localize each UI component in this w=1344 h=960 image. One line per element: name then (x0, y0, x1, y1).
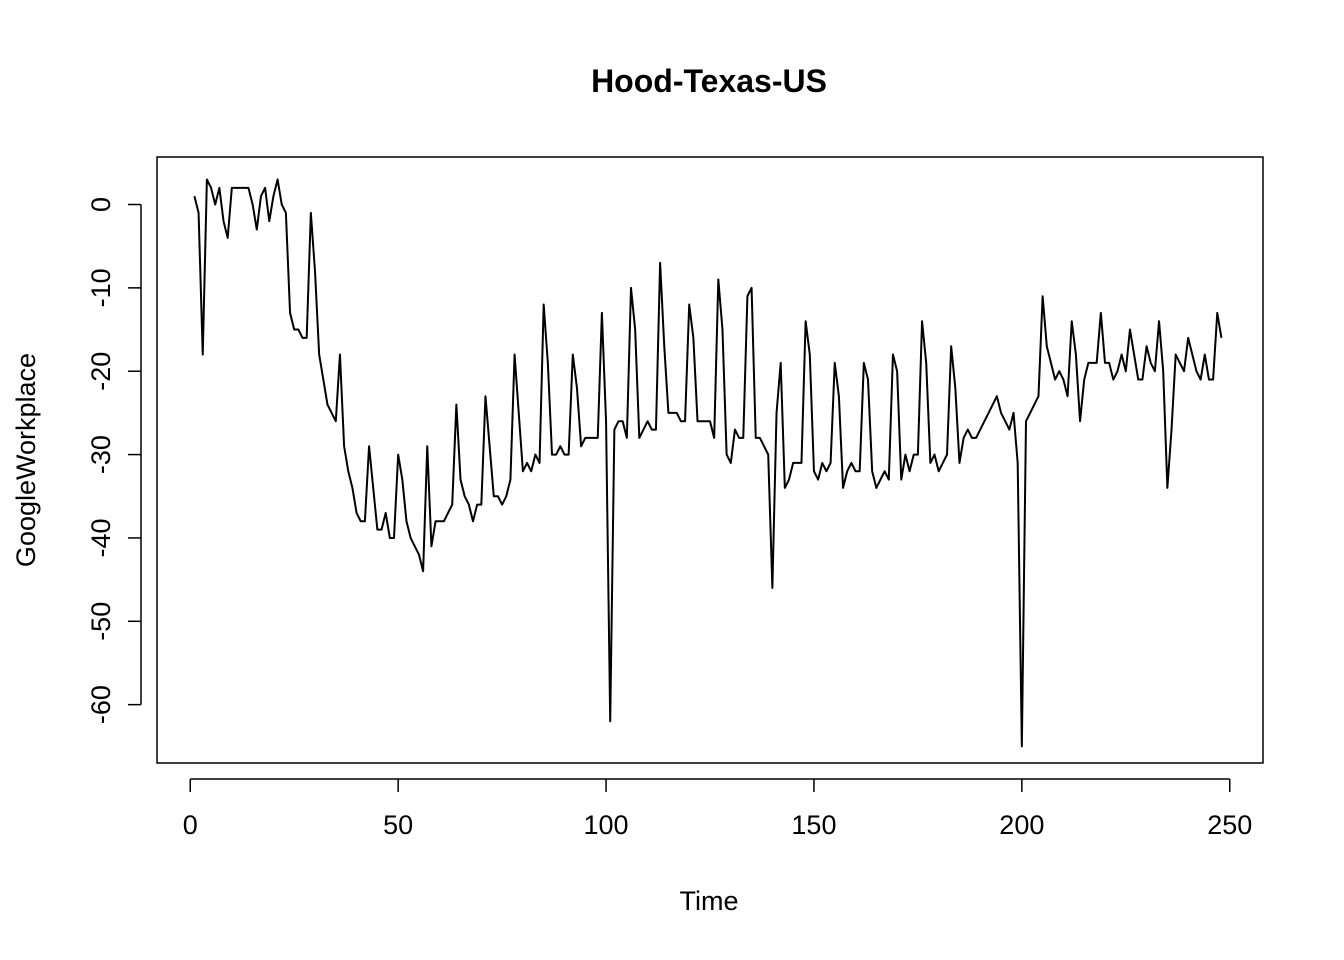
x-tick-label: 100 (584, 810, 629, 840)
chart-title: Hood-Texas-US (591, 63, 827, 99)
y-tick-label: -60 (86, 685, 116, 724)
x-axis-label: Time (680, 886, 739, 916)
plot-frame (156, 156, 1264, 764)
y-tick-label: -40 (86, 518, 116, 557)
series-line (193, 178, 1223, 748)
y-axis: 0 -10 -20 -30 -40 -50 -60 (86, 197, 142, 724)
x-tick-label: 200 (999, 810, 1044, 840)
y-tick-label: -10 (86, 268, 116, 307)
y-tick-label: -50 (86, 602, 116, 641)
x-axis: 0 50 100 150 200 250 (183, 778, 1252, 840)
series-layer (193, 178, 1223, 748)
x-tick-label: 0 (183, 810, 198, 840)
y-axis-label: GoogleWorkplace (11, 353, 41, 567)
y-tick-label: -20 (86, 352, 116, 391)
x-tick-label: 250 (1207, 810, 1252, 840)
x-tick-label: 50 (383, 810, 413, 840)
y-tick-label: 0 (86, 197, 116, 212)
y-tick-label: -30 (86, 435, 116, 474)
x-tick-label: 150 (791, 810, 836, 840)
